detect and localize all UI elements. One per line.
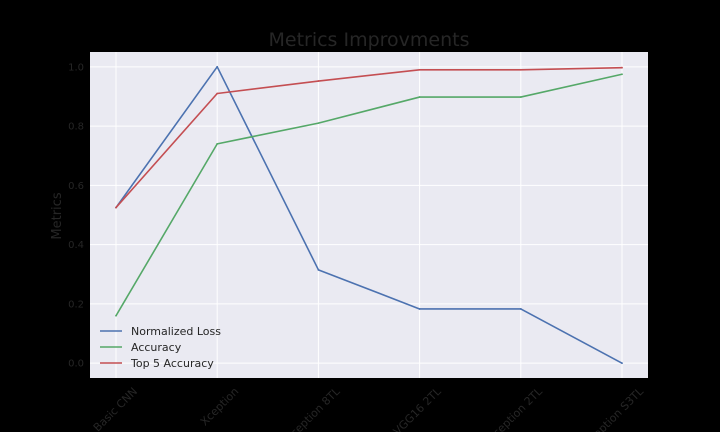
y-tick-label: 0.0 [68, 359, 84, 370]
data-point [216, 142, 219, 145]
data-point [418, 308, 421, 310]
x-tick-labels: Basic CNN Xception Xception 8TL VGG16 2TL Xc… [91, 384, 647, 432]
legend: Normalized Loss Accuracy Top 5 Accuracy [100, 325, 221, 370]
data-point [621, 73, 623, 76]
series-line-2 [115, 66, 623, 209]
data-point [115, 206, 117, 209]
grid [90, 52, 648, 378]
series-line-0 [115, 66, 623, 364]
series-line-1 [115, 73, 623, 317]
data-point [216, 65, 219, 68]
y-axis-label: Metrics [50, 192, 65, 239]
data-point [418, 68, 421, 71]
data-point [621, 66, 623, 69]
data-point [216, 92, 219, 95]
y-tick-label: 0.2 [68, 299, 84, 310]
y-tick-label: 0.4 [68, 240, 84, 251]
x-tick-label: Xception 8TL [283, 384, 344, 432]
chart-title: Metrics Improvments [268, 29, 469, 51]
x-tick-label: Xception 2TL [485, 384, 546, 432]
series-lines [115, 65, 623, 365]
y-tick-label: 0.6 [68, 181, 84, 192]
plot-background [90, 52, 648, 378]
y-tick-labels: 0.0 0.2 0.4 0.6 0.8 1.0 [68, 62, 84, 369]
data-point [519, 96, 522, 98]
data-point [519, 308, 522, 310]
legend-label: Top 5 Accuracy [130, 357, 214, 370]
legend-label: Normalized Loss [131, 325, 221, 338]
legend-label: Accuracy [131, 341, 182, 354]
x-tick-label: Basic CNN [91, 385, 140, 432]
data-point [317, 268, 320, 271]
y-tick-label: 0.8 [68, 122, 84, 133]
y-tick-label: 1.0 [68, 62, 84, 73]
data-point [115, 314, 117, 317]
x-tick-label: VGG16 2TL [391, 384, 445, 432]
x-tick-label: Xception S3TL [581, 384, 646, 432]
data-point [317, 80, 320, 82]
data-point [317, 122, 320, 125]
x-tick-label: Xception [198, 385, 241, 428]
data-point [418, 96, 421, 98]
data-point [621, 362, 623, 365]
data-point [519, 68, 522, 71]
